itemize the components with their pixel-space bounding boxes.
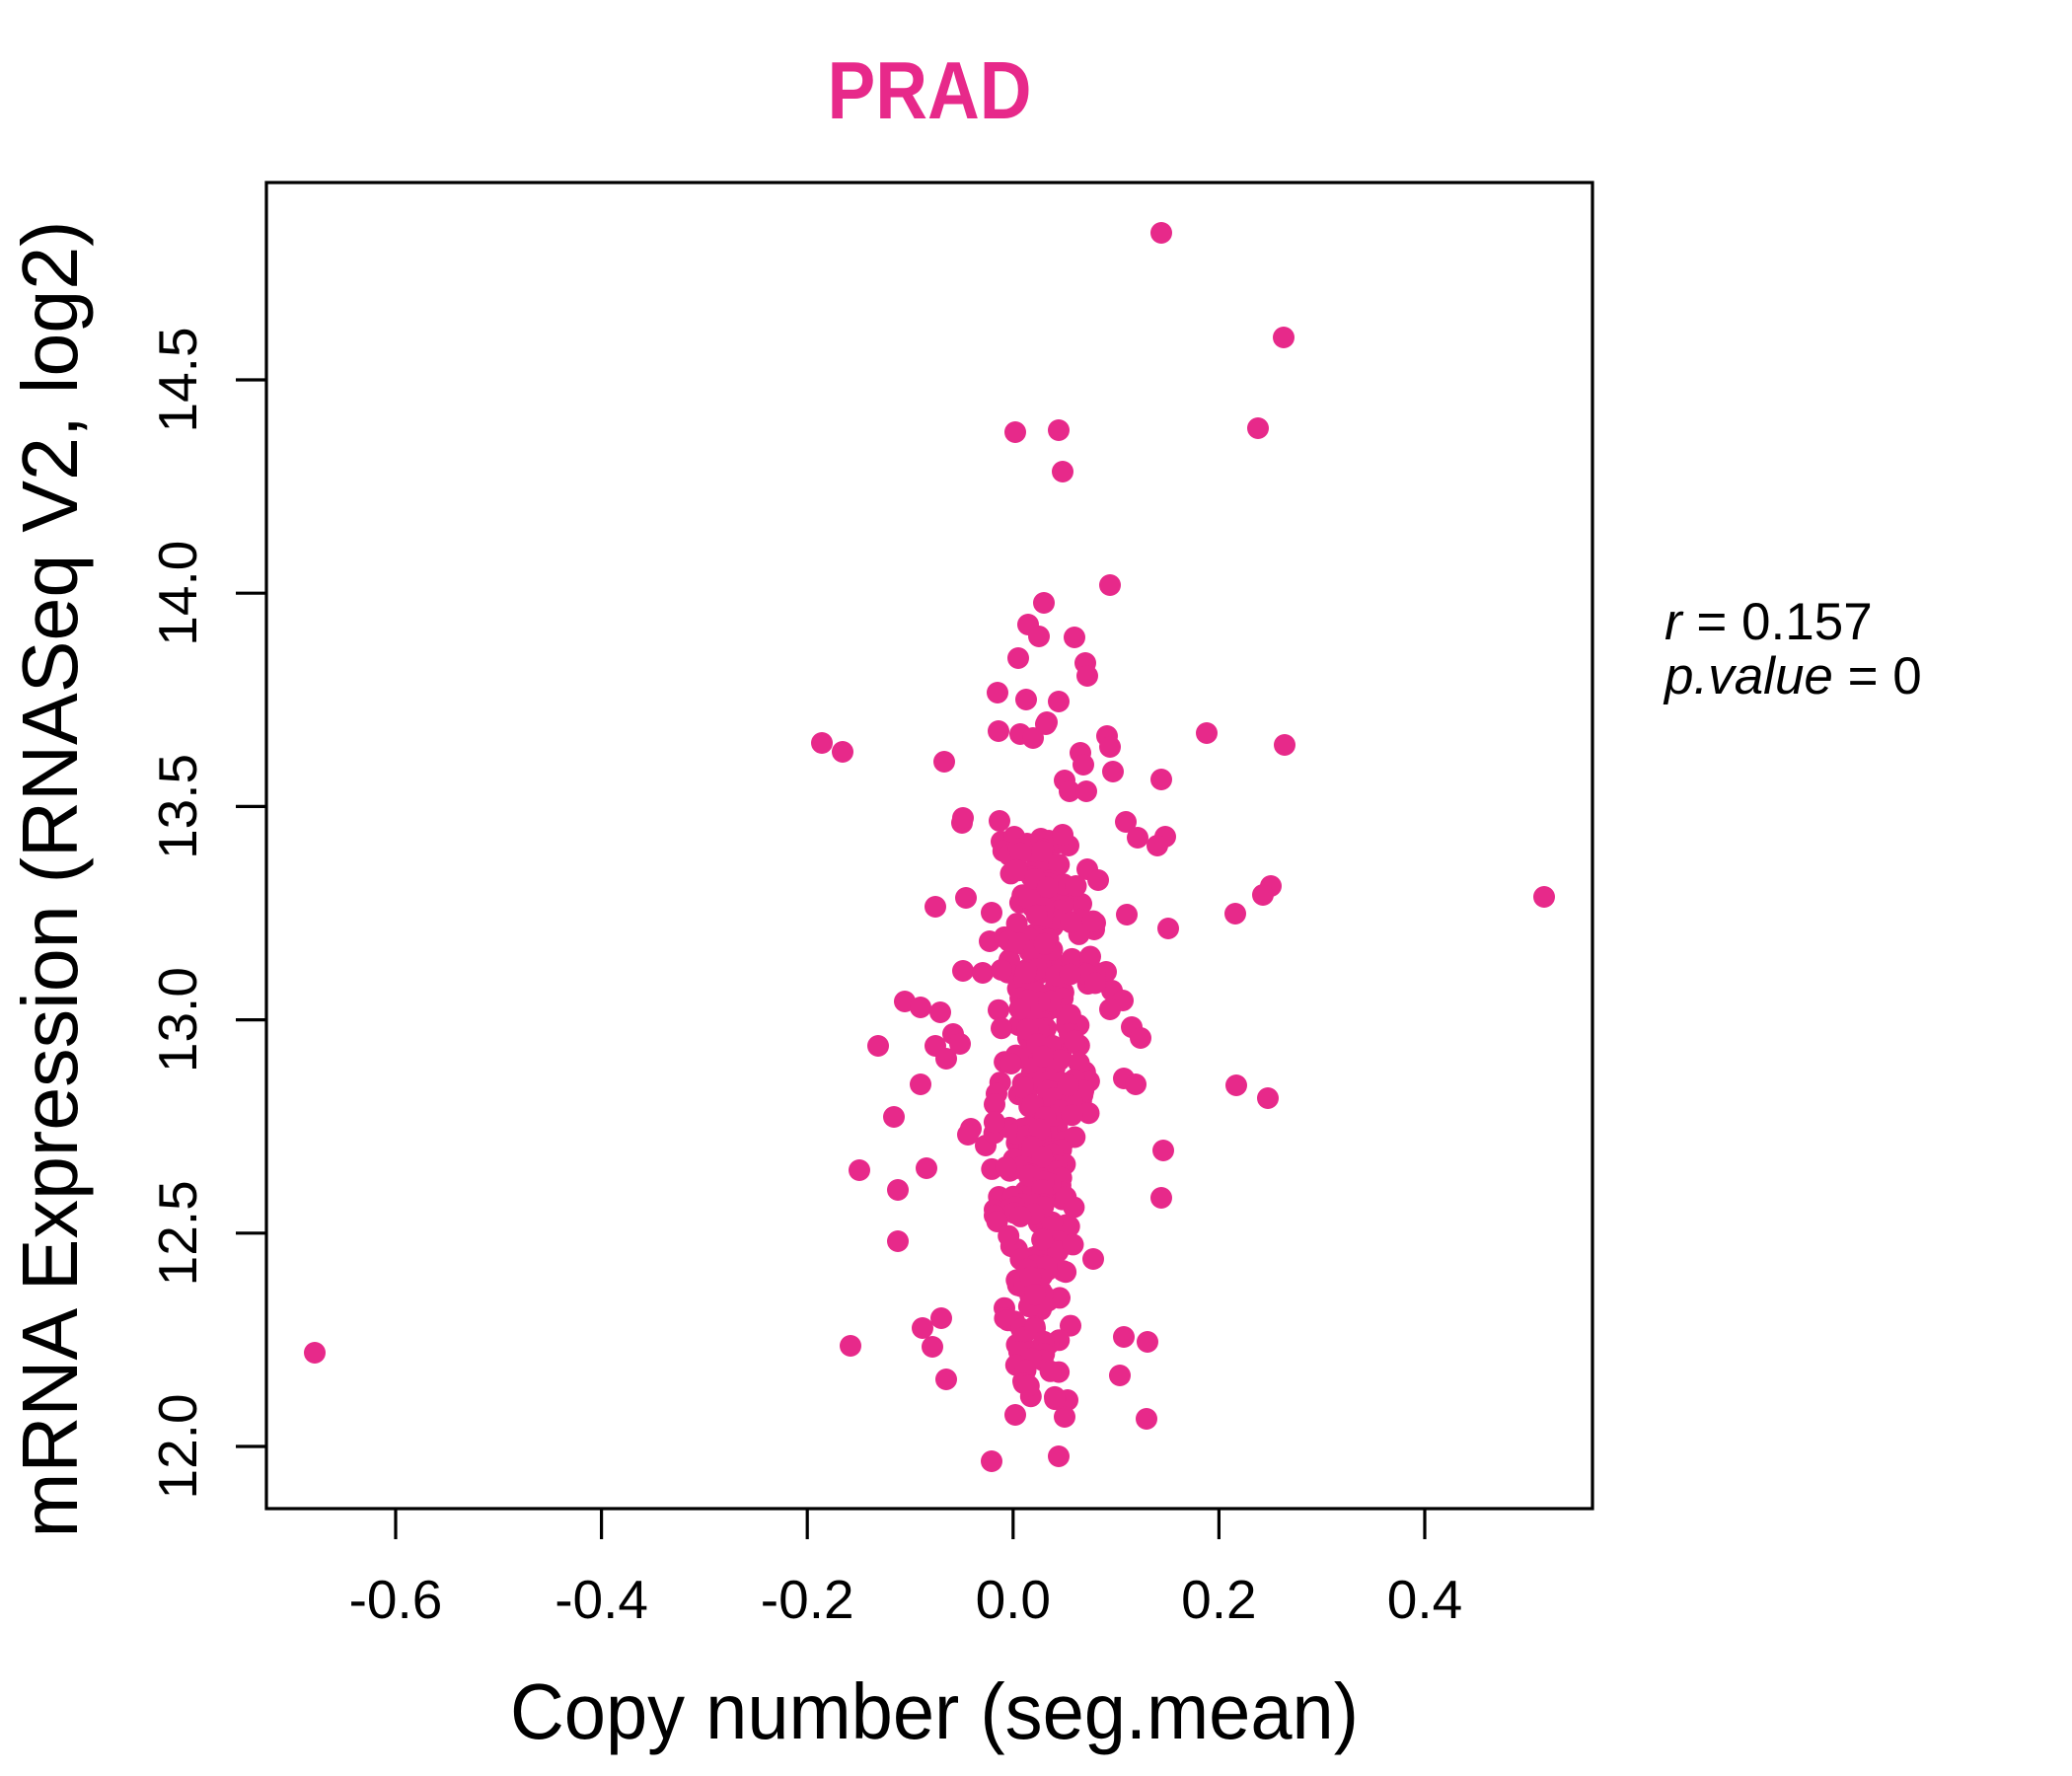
svg-text:14.0: 14.0 <box>147 541 208 646</box>
svg-text:0.4: 0.4 <box>1387 1569 1462 1630</box>
svg-text:13.5: 13.5 <box>147 754 208 859</box>
svg-text:p.value = 0: p.value = 0 <box>1663 647 1922 705</box>
svg-text:0.2: 0.2 <box>1181 1569 1256 1630</box>
svg-text:-0.6: -0.6 <box>349 1569 443 1630</box>
svg-text:12.5: 12.5 <box>147 1180 208 1286</box>
svg-text:0.0: 0.0 <box>976 1569 1051 1630</box>
svg-text:-0.2: -0.2 <box>761 1569 854 1630</box>
svg-text:-0.4: -0.4 <box>555 1569 648 1630</box>
svg-text:r = 0.157: r = 0.157 <box>1665 593 1873 651</box>
svg-text:12.0: 12.0 <box>147 1393 208 1499</box>
svg-text:mRNA Expression (RNASeq V2, lo: mRNA Expression (RNASeq V2, log2) <box>6 221 94 1538</box>
svg-text:13.0: 13.0 <box>147 967 208 1073</box>
svg-text:PRAD: PRAD <box>828 44 1032 136</box>
svg-text:14.5: 14.5 <box>147 327 208 432</box>
svg-text:Copy number (seg.mean): Copy number (seg.mean) <box>510 1667 1359 1755</box>
